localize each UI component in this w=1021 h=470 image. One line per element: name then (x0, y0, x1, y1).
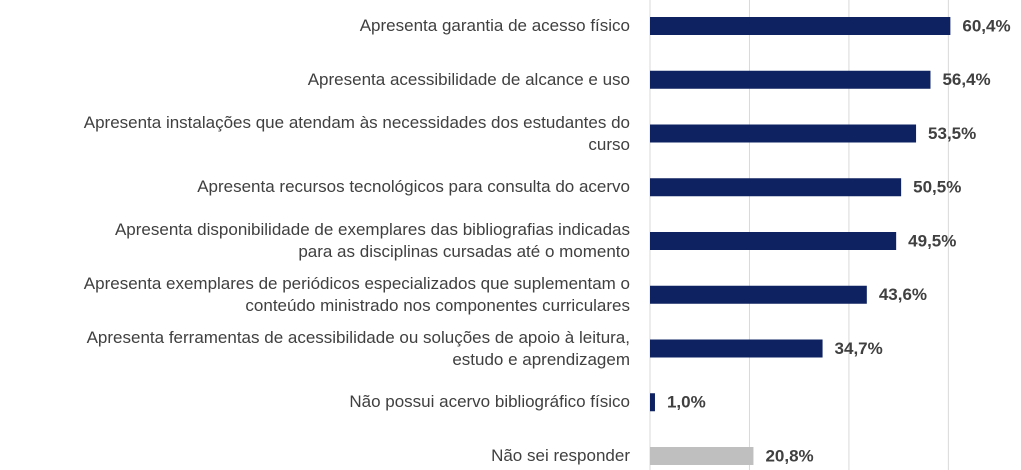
bar (650, 17, 951, 35)
value-label: 53,5% (928, 124, 976, 143)
value-label: 34,7% (835, 339, 883, 358)
bar (650, 124, 917, 143)
category-label: Não sei responder (491, 446, 630, 465)
bar (650, 178, 902, 197)
category-label: Apresenta disponibilidade de exemplares … (114, 220, 630, 261)
bar (650, 339, 823, 358)
bar (650, 393, 655, 412)
category-label: Apresenta recursos tecnológicos para con… (197, 177, 630, 197)
value-label: 43,6% (879, 285, 927, 304)
bar (650, 70, 931, 89)
value-label: 1,0% (667, 393, 706, 412)
category-label: Não possui acervo bibliográfico físico (349, 392, 630, 412)
bar (650, 285, 867, 304)
bar (650, 447, 754, 465)
value-label: 56,4% (942, 70, 990, 89)
category-label: Apresenta acessibilidade de alcance e us… (307, 69, 630, 89)
bar (650, 232, 897, 250)
category-label: Apresenta instalações que atendam às nec… (83, 112, 630, 154)
value-label: 49,5% (908, 231, 956, 250)
category-label: Apresenta exemplares de periódicos espec… (83, 273, 630, 315)
category-label: Apresenta ferramentas de acessibilidade … (86, 327, 630, 369)
value-label: 60,4% (962, 16, 1010, 35)
value-label: 50,5% (913, 178, 961, 197)
value-label: 20,8% (765, 446, 813, 465)
category-label: Apresenta garantia de acesso físico (359, 16, 630, 35)
